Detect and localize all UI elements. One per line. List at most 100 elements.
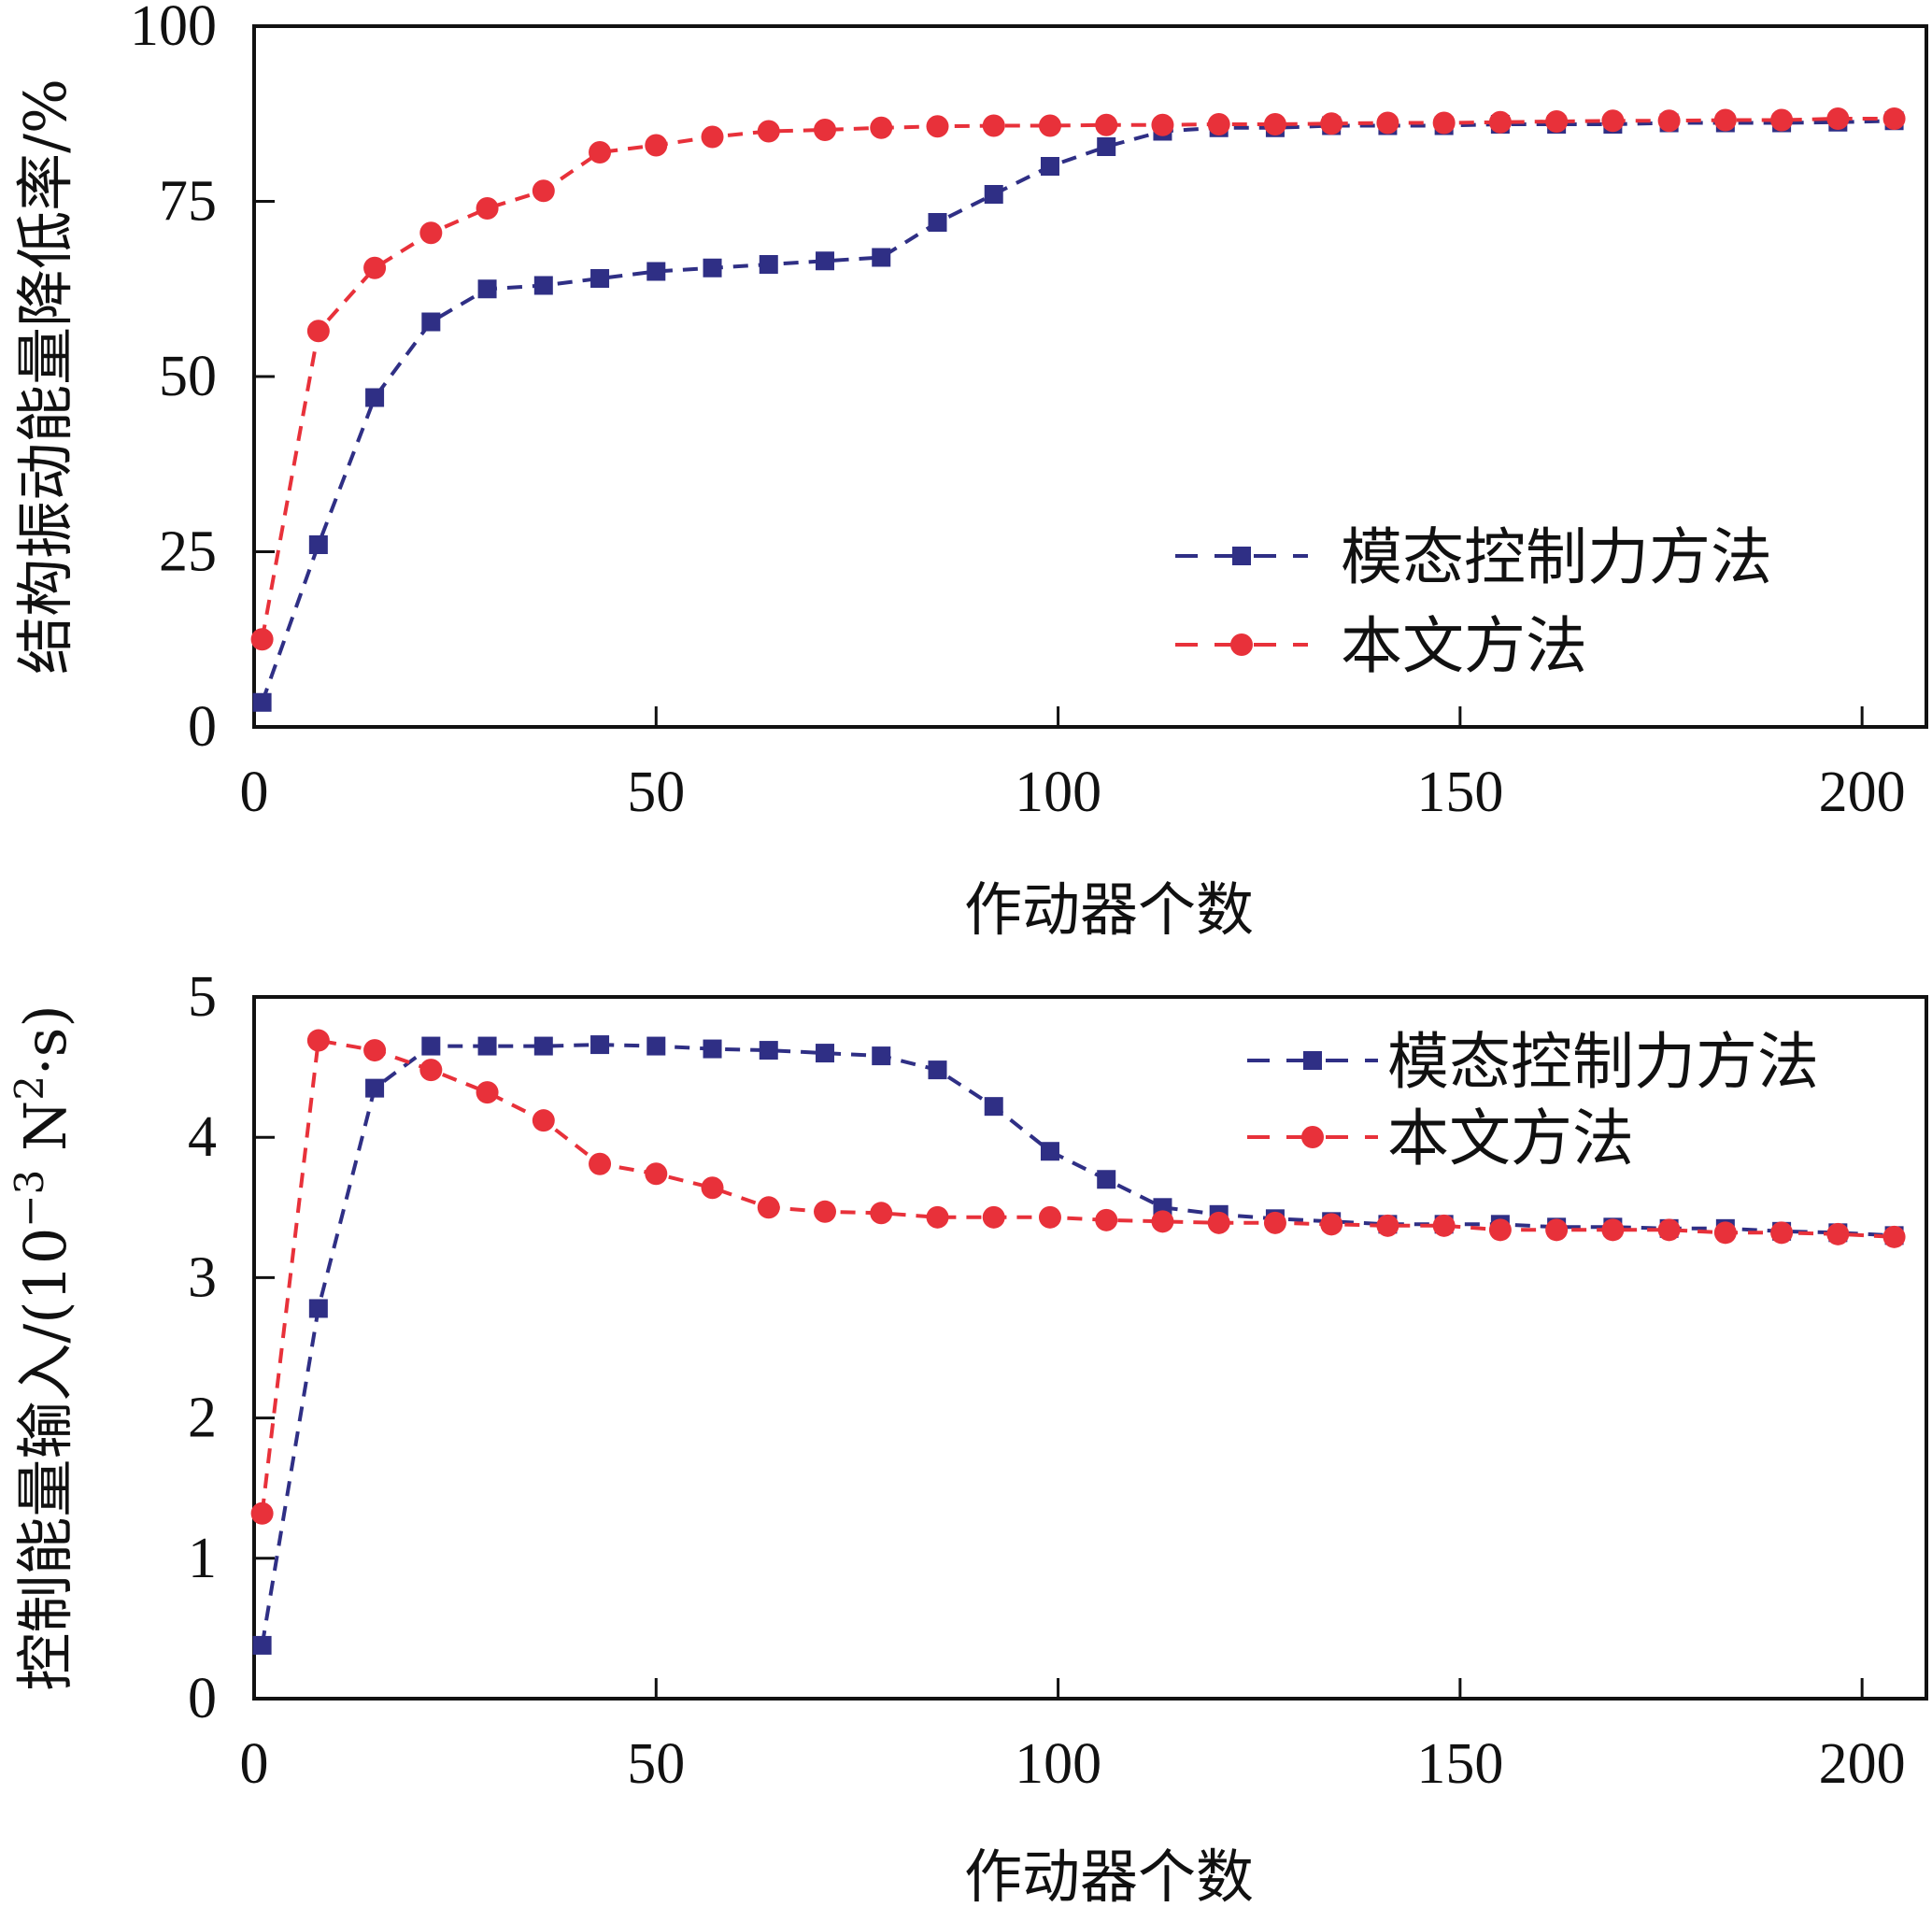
data-point-circle — [1207, 113, 1230, 135]
data-point-circle — [1488, 1218, 1512, 1242]
data-point-circle — [1826, 1222, 1850, 1245]
data-point-circle — [701, 125, 724, 149]
data-point-circle — [1713, 1221, 1737, 1245]
y-tick-label: 50 — [159, 345, 217, 408]
data-point-square — [928, 213, 947, 232]
data-point-circle — [1713, 108, 1737, 132]
data-point-circle — [1770, 108, 1794, 132]
data-point-circle — [1657, 1218, 1681, 1242]
data-point-circle — [1376, 111, 1399, 135]
legend-marker-circle — [1230, 633, 1253, 656]
data-point-circle — [589, 141, 612, 164]
data-point-circle — [1376, 1214, 1399, 1237]
data-point-circle — [701, 1176, 724, 1200]
data-point-circle — [1770, 1221, 1794, 1245]
data-point-circle — [926, 1205, 949, 1229]
vibration-reduction-chart: 0 50 100 150 200 0 25 50 75 100 作动器个数 结构振动能量降低率/% 模态… — [11, 0, 1928, 944]
data-point-circle — [645, 1162, 668, 1186]
y-axis-label: 控制能量输入/(10−3 N2·s) — [7, 1004, 79, 1690]
data-point-circle — [1882, 1225, 1906, 1248]
data-point-circle — [589, 1152, 612, 1175]
data-point-circle — [532, 1109, 555, 1132]
legend-label: 模态控制力方法 — [1341, 521, 1772, 593]
data-point-circle — [1263, 1211, 1286, 1234]
data-point-circle — [1545, 110, 1569, 133]
series-line — [260, 1038, 1895, 1514]
data-point-circle — [1207, 1211, 1230, 1234]
data-point-square — [759, 1041, 778, 1060]
data-point-circle — [1263, 113, 1286, 135]
y-tick-label: 0 — [188, 1667, 217, 1730]
data-point-square — [1097, 1170, 1116, 1189]
data-point-circle — [1882, 107, 1906, 130]
data-point-circle — [306, 1029, 330, 1052]
data-point-circle — [1432, 111, 1456, 135]
x-tick-label: 50 — [627, 1732, 685, 1796]
y-tick-label: 5 — [188, 965, 217, 1029]
series-proposed-method — [250, 1029, 1906, 1525]
x-tick-label: 150 — [1416, 761, 1503, 824]
data-point-circle — [645, 134, 668, 157]
data-point-circle — [757, 1196, 780, 1219]
data-point-circle — [306, 320, 330, 343]
data-point-square — [365, 1078, 385, 1098]
data-point-circle — [814, 1200, 837, 1223]
legend-label: 本文方法 — [1387, 1103, 1634, 1174]
data-point-square — [703, 258, 722, 278]
y-tick-label: 75 — [159, 170, 217, 234]
data-point-square — [984, 185, 1003, 204]
data-point-circle — [1095, 113, 1118, 136]
series-modal-control — [252, 1035, 1904, 1655]
plot-frame — [252, 995, 1928, 1701]
data-point-circle — [1432, 1214, 1456, 1237]
data-point-circle — [419, 221, 443, 245]
x-tick-label: 150 — [1416, 1732, 1503, 1796]
y-tick-label: 100 — [130, 0, 217, 58]
data-point-circle — [363, 256, 387, 279]
data-point-square — [816, 1044, 835, 1063]
data-point-square — [703, 1039, 722, 1059]
data-point-square — [533, 1036, 553, 1056]
data-point-square — [646, 262, 666, 281]
data-point-circle — [1488, 110, 1512, 134]
data-point-square — [421, 1036, 441, 1056]
data-point-square — [590, 1035, 610, 1055]
data-point-circle — [1320, 112, 1343, 135]
data-point-square — [646, 1036, 666, 1056]
y-tick-label: 2 — [188, 1387, 217, 1450]
data-point-circle — [870, 1202, 893, 1225]
legend-marker-circle — [1301, 1126, 1324, 1148]
x-tick-label: 0 — [240, 1732, 269, 1796]
x-tick-label: 100 — [1015, 1732, 1101, 1796]
data-point-circle — [1657, 109, 1681, 133]
legend-marker-square — [1303, 1051, 1322, 1070]
data-point-circle — [926, 115, 949, 138]
data-point-square — [308, 1299, 328, 1318]
y-tick-label: 0 — [188, 695, 217, 759]
data-point-square — [872, 248, 891, 267]
data-point-circle — [1151, 1210, 1174, 1233]
legend-label: 本文方法 — [1341, 610, 1587, 682]
data-point-circle — [870, 116, 893, 139]
data-point-circle — [1095, 1208, 1118, 1231]
series-line — [260, 1043, 1895, 1646]
data-point-square — [759, 255, 778, 274]
legend-marker-square — [1232, 547, 1251, 565]
x-tick-label: 0 — [240, 761, 269, 824]
data-point-circle — [1038, 1205, 1061, 1229]
control-energy-chart: 0 50 100 150 200 0 1 2 3 4 5 作动器个数 控制能量输入/(10−3 N2·s… — [7, 965, 1928, 1907]
data-point-square — [872, 1046, 891, 1066]
data-point-square — [477, 279, 497, 299]
series-modal-control — [252, 111, 1904, 712]
y-tick-label: 4 — [188, 1105, 217, 1169]
legend-label: 模态控制力方法 — [1387, 1026, 1819, 1098]
data-point-circle — [1545, 1218, 1569, 1242]
data-point-square — [816, 251, 835, 271]
data-point-square — [928, 1060, 947, 1080]
data-point-circle — [250, 1501, 274, 1525]
data-point-circle — [363, 1039, 387, 1062]
data-point-square — [421, 312, 441, 332]
